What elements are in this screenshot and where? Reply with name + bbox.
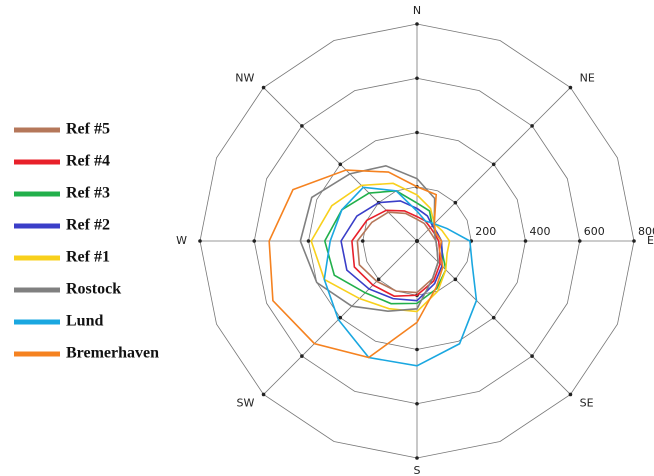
legend-label: Lund [66,313,103,330]
grid-dot [198,239,202,243]
legend-label: Rostock [66,281,121,298]
grid-dot [568,85,573,90]
legend-label: Ref #5 [66,121,110,138]
grid-dot [491,315,496,320]
grid-dot [415,401,419,406]
direction-label: SE [580,397,594,410]
grid-dot [568,392,573,397]
grid-dot [261,392,266,397]
series-line [323,186,478,367]
legend-label: Ref #3 [66,185,110,202]
grid-dot [530,354,534,358]
series-line [268,169,444,359]
direction-label: NW [235,71,254,84]
grid-dot [523,239,528,243]
grid-dot [415,347,419,352]
grid-dot [415,76,419,81]
grid-dot [306,239,311,243]
grid-dot [338,162,343,167]
grid-dot [530,124,534,128]
r-tick-label: 400 [530,225,551,238]
grid-dot [632,239,636,243]
grid-dot [491,162,496,167]
grid-dot [376,277,381,282]
direction-label: N [413,4,421,17]
legend-label: Ref #2 [66,217,110,234]
series-line [356,211,439,294]
grid-dot [300,124,304,128]
series-line [310,182,451,313]
grid-dot [415,456,419,460]
direction-label: NE [580,71,595,84]
grid-dot [415,22,419,26]
direction-label: S [414,464,421,476]
r-tick-label: 200 [475,225,496,238]
legend-label: Ref #1 [66,249,110,266]
legend-label: Ref #4 [66,153,110,170]
grid-dot [453,200,458,205]
grid-dot [453,277,458,282]
r-tick-label: 600 [584,225,605,238]
series-line [351,209,441,297]
direction-label: SW [237,397,255,410]
r-tick-label: 800 [638,225,654,238]
grid-dot [261,85,266,90]
legend-label: Bremerhaven [66,345,159,362]
grid-dot [300,354,304,358]
grid-dot [338,315,343,320]
series-line [299,164,439,312]
grid-dot [415,130,419,135]
grid-dot [415,239,419,243]
direction-label: E [647,234,654,247]
grid-dot [360,239,365,243]
grid-dot [252,239,257,243]
direction-label: W [176,234,187,247]
grid-dot [577,239,582,243]
